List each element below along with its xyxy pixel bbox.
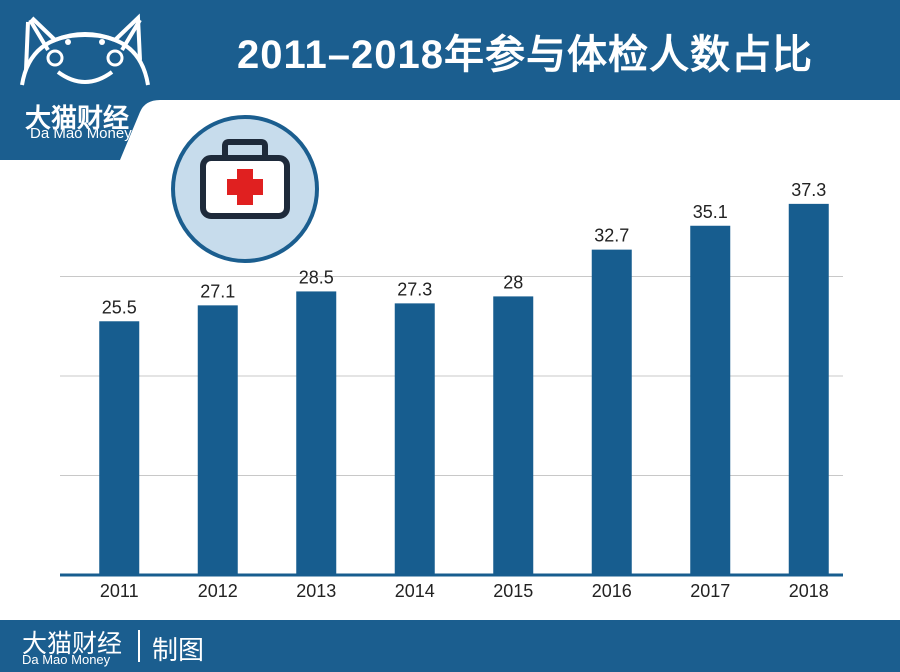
bar-value-label: 28.5 bbox=[299, 267, 334, 287]
bar bbox=[296, 291, 337, 575]
footer-brand-en: Da Mao Money bbox=[22, 652, 111, 667]
value-labels: 25.5 27.1 28.5 27.3 28 32.7 35.1 37.3 bbox=[102, 180, 827, 317]
x-tick-label: 2015 bbox=[493, 581, 533, 601]
bar-value-label: 27.1 bbox=[200, 281, 235, 301]
footer-divider bbox=[138, 630, 140, 662]
bar-value-label: 32.7 bbox=[594, 226, 629, 246]
bar-value-label: 37.3 bbox=[791, 180, 826, 200]
logo-brand-cn: 大猫财经 bbox=[25, 104, 130, 134]
x-tick-label: 2013 bbox=[296, 581, 336, 601]
footer-band: 大猫财经 Da Mao Money 制图 bbox=[0, 620, 900, 672]
page-title: 2011–2018年参与体检人数占比 bbox=[236, 33, 813, 77]
bar bbox=[197, 305, 238, 575]
x-tick-label: 2016 bbox=[592, 581, 632, 601]
x-tick-label: 2018 bbox=[789, 581, 829, 601]
bar bbox=[788, 203, 829, 576]
bar-value-label: 35.1 bbox=[693, 202, 728, 222]
x-tick-label: 2012 bbox=[198, 581, 238, 601]
x-tick-label: 2014 bbox=[395, 581, 435, 601]
x-tick-label: 2017 bbox=[690, 581, 730, 601]
bar bbox=[99, 321, 140, 575]
bar-value-label: 28 bbox=[503, 272, 523, 292]
logo-brand-en: Da Mao Money bbox=[30, 125, 132, 142]
x-tick-label: 2011 bbox=[100, 581, 139, 601]
footer-brand-cn: 大猫财经 bbox=[22, 629, 123, 658]
bar-value-label: 25.5 bbox=[102, 297, 137, 317]
bar bbox=[493, 296, 534, 575]
bar bbox=[690, 225, 731, 575]
bar bbox=[394, 303, 435, 575]
bar bbox=[591, 249, 632, 575]
footer-tag: 制图 bbox=[152, 636, 205, 666]
medical-kit-icon bbox=[171, 115, 319, 263]
bars bbox=[99, 203, 829, 576]
cat-logo-icon bbox=[20, 13, 150, 86]
bar-value-label: 27.3 bbox=[397, 279, 432, 299]
x-tick-labels: 2011 2012 2013 2014 2015 2016 2017 2018 bbox=[100, 581, 829, 601]
